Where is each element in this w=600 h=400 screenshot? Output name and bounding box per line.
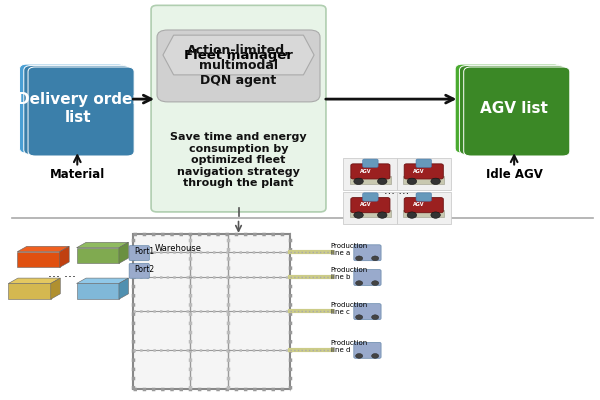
Polygon shape <box>163 35 314 75</box>
Polygon shape <box>77 284 119 299</box>
FancyBboxPatch shape <box>354 245 381 261</box>
FancyBboxPatch shape <box>397 158 451 190</box>
FancyBboxPatch shape <box>416 159 431 168</box>
FancyBboxPatch shape <box>129 264 149 278</box>
Text: Production
line d: Production line d <box>331 340 368 353</box>
FancyBboxPatch shape <box>362 159 378 168</box>
FancyBboxPatch shape <box>404 164 443 179</box>
Polygon shape <box>17 252 59 268</box>
FancyBboxPatch shape <box>362 193 378 201</box>
Text: Action-limited,
multimodal
DQN agent: Action-limited, multimodal DQN agent <box>187 44 290 88</box>
FancyBboxPatch shape <box>354 342 381 358</box>
Circle shape <box>356 315 362 320</box>
Polygon shape <box>77 242 128 248</box>
Circle shape <box>371 256 379 261</box>
FancyBboxPatch shape <box>354 270 381 286</box>
Text: Save time and energy
consumption by
optimized fleet
navigation strategy
through : Save time and energy consumption by opti… <box>170 132 307 188</box>
FancyBboxPatch shape <box>350 176 391 184</box>
FancyBboxPatch shape <box>157 30 320 102</box>
Text: Warehouse: Warehouse <box>154 244 201 253</box>
Text: Port2: Port2 <box>134 265 155 274</box>
Text: Fleet manager: Fleet manager <box>184 48 293 62</box>
Circle shape <box>431 178 440 184</box>
Text: ... ...: ... ... <box>385 186 410 196</box>
FancyBboxPatch shape <box>416 193 431 201</box>
FancyBboxPatch shape <box>19 64 125 153</box>
FancyBboxPatch shape <box>24 66 130 154</box>
Circle shape <box>431 212 440 218</box>
FancyBboxPatch shape <box>351 164 390 179</box>
Text: Delivery order
list: Delivery order list <box>17 92 140 125</box>
Polygon shape <box>119 242 128 264</box>
FancyBboxPatch shape <box>460 66 566 154</box>
FancyBboxPatch shape <box>350 210 391 218</box>
Text: Production
line b: Production line b <box>331 268 368 280</box>
Circle shape <box>407 178 416 184</box>
Circle shape <box>377 178 387 184</box>
Text: AGV list: AGV list <box>480 101 548 116</box>
Text: AGV: AGV <box>360 168 371 174</box>
Polygon shape <box>119 278 128 299</box>
Text: ... ...: ... ... <box>48 267 76 280</box>
FancyBboxPatch shape <box>351 198 390 213</box>
Circle shape <box>354 178 363 184</box>
FancyBboxPatch shape <box>133 234 290 389</box>
Circle shape <box>356 354 362 358</box>
Polygon shape <box>51 278 61 299</box>
Polygon shape <box>77 248 119 264</box>
FancyBboxPatch shape <box>455 64 561 153</box>
FancyBboxPatch shape <box>28 67 134 156</box>
Text: Material: Material <box>50 168 105 181</box>
FancyBboxPatch shape <box>464 67 570 156</box>
Text: Production
line c: Production line c <box>331 302 368 314</box>
Circle shape <box>354 212 363 218</box>
Circle shape <box>371 354 379 358</box>
FancyBboxPatch shape <box>343 158 397 190</box>
FancyBboxPatch shape <box>403 176 444 184</box>
Text: AGV: AGV <box>413 168 425 174</box>
Polygon shape <box>77 278 128 284</box>
Circle shape <box>356 256 362 261</box>
FancyBboxPatch shape <box>129 246 149 260</box>
Text: AGV: AGV <box>360 202 371 207</box>
Text: AGV: AGV <box>413 202 425 207</box>
FancyBboxPatch shape <box>397 192 451 224</box>
Polygon shape <box>8 284 51 299</box>
FancyBboxPatch shape <box>354 304 381 320</box>
FancyBboxPatch shape <box>151 5 326 212</box>
Polygon shape <box>8 278 61 284</box>
FancyBboxPatch shape <box>343 192 397 224</box>
Text: Idle AGV: Idle AGV <box>486 168 542 181</box>
Polygon shape <box>17 246 69 252</box>
FancyBboxPatch shape <box>403 210 444 218</box>
Polygon shape <box>59 246 69 268</box>
Circle shape <box>356 281 362 286</box>
Circle shape <box>371 315 379 320</box>
Circle shape <box>377 212 387 218</box>
Circle shape <box>407 212 416 218</box>
Text: Production
line a: Production line a <box>331 243 368 256</box>
FancyBboxPatch shape <box>404 198 443 213</box>
Text: Port1: Port1 <box>134 247 155 256</box>
Circle shape <box>371 281 379 286</box>
